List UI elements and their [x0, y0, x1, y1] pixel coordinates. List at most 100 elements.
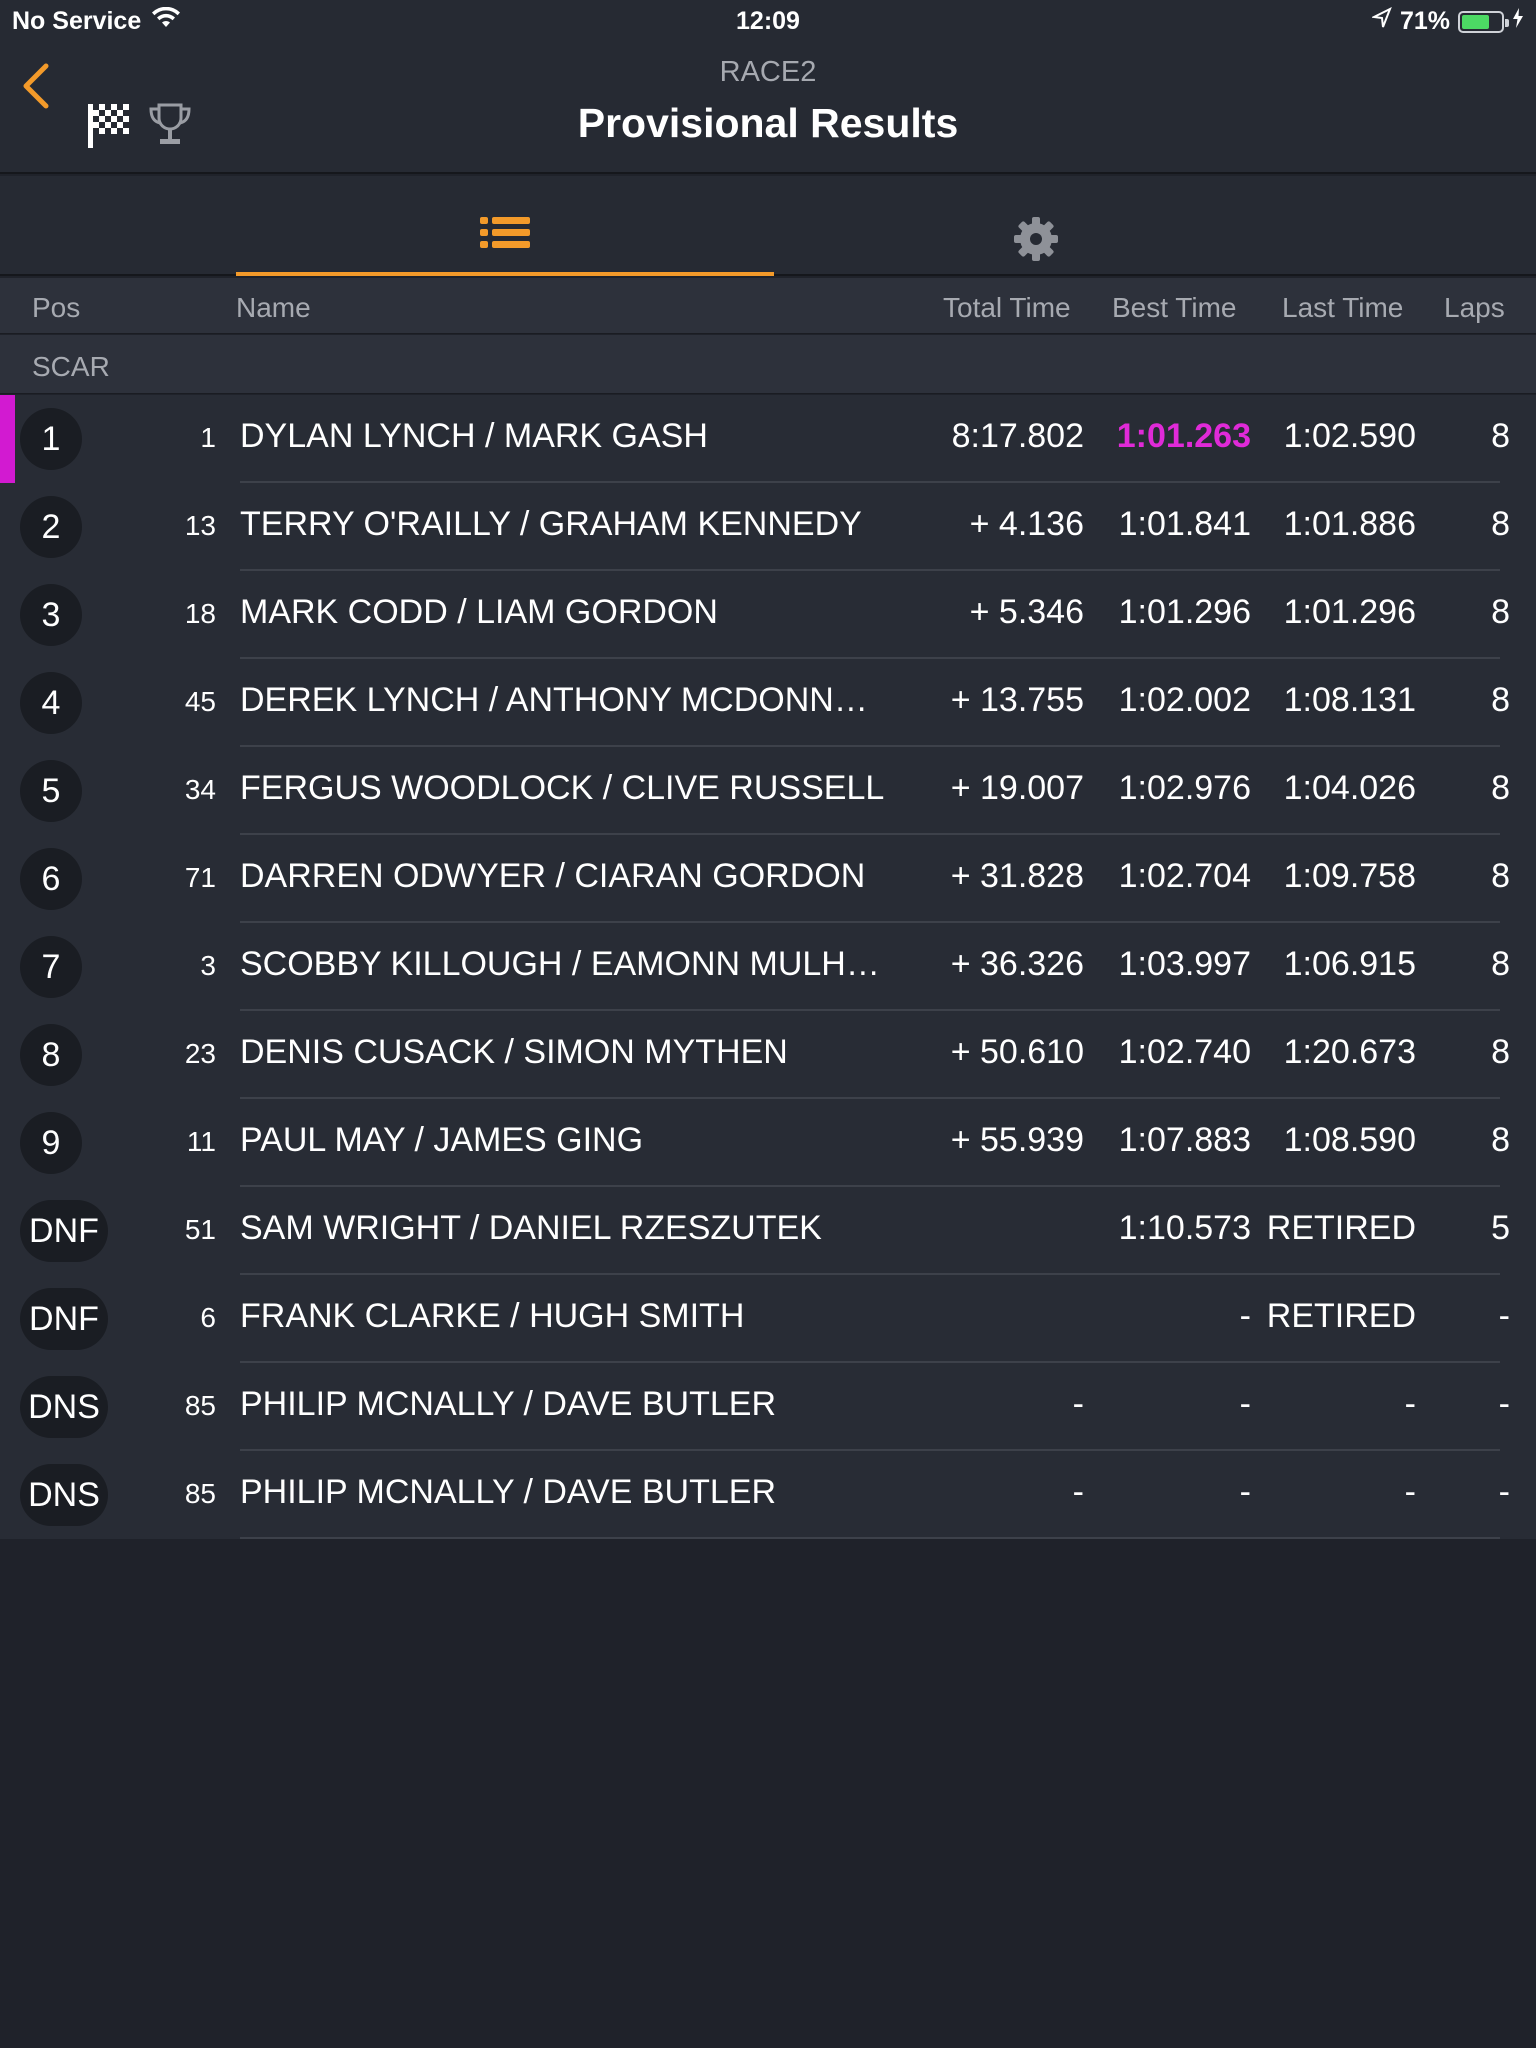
battery-icon [1458, 10, 1509, 33]
table-row[interactable]: DNS 85 PHILIP MCNALLY / DAVE BUTLER - - - - [0, 1363, 1536, 1451]
laps-count: 8 [1491, 593, 1510, 631]
row-divider [240, 1449, 1500, 1451]
driver-names: DARREN ODWYER / CIARAN GORDON [240, 857, 866, 895]
best-time: - [1239, 1473, 1251, 1511]
column-header-total-time[interactable]: Total Time [943, 292, 1071, 323]
position-badge: DNF [20, 1200, 108, 1262]
row-divider [240, 1185, 1500, 1187]
car-number: 3 [200, 950, 216, 981]
column-header-best-time[interactable]: Best Time [1112, 292, 1237, 323]
car-number: 34 [184, 774, 216, 805]
laps-count: 5 [1491, 1209, 1510, 1247]
driver-names: DYLAN LYNCH / MARK GASH [240, 417, 708, 455]
trophy-button[interactable] [148, 102, 192, 148]
laps-count: 8 [1491, 857, 1510, 895]
position-badge: DNF [20, 1288, 108, 1350]
tab-results-list[interactable] [236, 176, 774, 276]
table-row[interactable]: 1 1 DYLAN LYNCH / MARK GASH 8:17.802 1:01.26… [0, 395, 1536, 483]
column-header-last-time[interactable]: Last Time [1282, 292, 1404, 323]
total-time: + 13.755 [950, 681, 1084, 719]
table-row[interactable]: 7 3 SCOBBY KILLOUGH / EAMONN MULH… + 36.326… [0, 923, 1536, 1011]
driver-names: SCOBBY KILLOUGH / EAMONN MULH… [240, 945, 880, 983]
best-time: 1:02.976 [1118, 769, 1251, 807]
row-divider [240, 745, 1500, 747]
driver-names: FERGUS WOODLOCK / CLIVE RUSSELL [240, 769, 885, 807]
total-time: 8:17.802 [951, 417, 1084, 455]
tab-bar [0, 176, 1536, 276]
trophy-icon [149, 103, 191, 144]
status-bar: No Service 12:09 71% [0, 0, 1536, 42]
battery-tip [1505, 18, 1509, 27]
best-time: 1:01.841 [1118, 505, 1251, 543]
table-row[interactable]: 9 11 PAUL MAY / JAMES GING + 55.939 1:07.883… [0, 1099, 1536, 1187]
table-row[interactable]: 6 71 DARREN ODWYER / CIARAN GORDON + 31.828… [0, 835, 1536, 923]
class-group-header: SCAR [0, 335, 1536, 394]
last-time: RETIRED [1266, 1297, 1416, 1335]
table-row[interactable]: 2 13 TERRY O'RAILLY / GRAHAM KENNEDY + 4.13… [0, 483, 1536, 571]
empty-area [0, 1541, 1536, 2048]
driver-names: DENIS CUSACK / SIMON MYTHEN [240, 1033, 788, 1071]
column-header-name[interactable]: Name [236, 292, 311, 323]
last-time: - [1404, 1473, 1416, 1511]
table-row[interactable]: 8 23 DENIS CUSACK / SIMON MYTHEN + 50.610 1:… [0, 1011, 1536, 1099]
position-badge: 8 [20, 1024, 82, 1086]
row-divider [240, 1273, 1500, 1275]
back-button[interactable] [18, 60, 58, 120]
car-number: 51 [184, 1214, 216, 1245]
checkered-flag-button[interactable] [86, 100, 132, 150]
total-time: - [1072, 1385, 1084, 1423]
driver-names: TERRY O'RAILLY / GRAHAM KENNEDY [240, 505, 862, 543]
best-time: 1:03.997 [1118, 945, 1251, 983]
race-name: RACE2 [719, 56, 817, 88]
tab-settings[interactable] [774, 176, 1298, 276]
last-time: 1:09.758 [1283, 857, 1416, 895]
driver-names: SAM WRIGHT / DANIEL RZESZUTEK [240, 1209, 822, 1247]
total-time: + 19.007 [950, 769, 1084, 807]
table-row[interactable]: DNF 51 SAM WRIGHT / DANIEL RZESZUTEK 1:10.5… [0, 1187, 1536, 1275]
car-number: 71 [184, 862, 216, 893]
last-time: RETIRED [1266, 1209, 1416, 1247]
chevron-left-icon [23, 63, 49, 109]
position-badge: 9 [20, 1112, 82, 1174]
charging-bolt-icon [1512, 7, 1524, 36]
total-time: + 50.610 [950, 1033, 1084, 1071]
table-row[interactable]: 5 34 FERGUS WOODLOCK / CLIVE RUSSELL + 19.0… [0, 747, 1536, 835]
total-time: - [1072, 1473, 1084, 1511]
car-number: 18 [184, 598, 216, 629]
row-divider [240, 1361, 1500, 1363]
table-row[interactable]: DNS 85 PHILIP MCNALLY / DAVE BUTLER - - - - [0, 1451, 1536, 1539]
car-number: 13 [184, 510, 216, 541]
laps-count: 8 [1491, 681, 1510, 719]
total-time: + 55.939 [950, 1121, 1084, 1159]
laps-count: - [1498, 1385, 1510, 1423]
last-time: 1:01.296 [1283, 593, 1416, 631]
total-time: + 36.326 [950, 945, 1084, 983]
total-time: + 31.828 [950, 857, 1084, 895]
last-time: 1:20.673 [1283, 1033, 1416, 1071]
laps-count: 8 [1491, 417, 1510, 455]
driver-names: PHILIP MCNALLY / DAVE BUTLER [240, 1473, 776, 1511]
table-row[interactable]: DNF 6 FRANK CLARKE / HUGH SMITH - RETIRED - [0, 1275, 1536, 1363]
position-badge: DNS [20, 1376, 108, 1438]
car-number: 85 [184, 1390, 216, 1421]
last-time: 1:01.886 [1283, 505, 1416, 543]
status-right: 71% [1370, 6, 1524, 36]
table-row[interactable]: 3 18 MARK CODD / LIAM GORDON + 5.346 1:01.29… [0, 571, 1536, 659]
driver-names: PHILIP MCNALLY / DAVE BUTLER [240, 1385, 776, 1423]
table-row[interactable]: 4 45 DEREK LYNCH / ANTHONY MCDONN… + 13.755… [0, 659, 1536, 747]
column-headers: Pos Name Total Time Best Time Last Time … [0, 278, 1536, 334]
car-number: 85 [184, 1478, 216, 1509]
nav-header: RACE2 Provisional Results [0, 42, 1536, 174]
best-time: 1:01.296 [1118, 593, 1251, 631]
class-group-label: SCAR [32, 351, 110, 382]
battery-percent: 71% [1399, 7, 1450, 35]
row-divider [240, 1009, 1500, 1011]
column-header-laps[interactable]: Laps [1444, 292, 1505, 323]
car-number: 6 [200, 1302, 216, 1333]
column-header-pos[interactable]: Pos [32, 292, 81, 323]
car-number: 23 [184, 1038, 216, 1069]
carrier-label: No Service [12, 7, 142, 35]
last-time: 1:08.131 [1283, 681, 1416, 719]
row-divider [240, 1097, 1500, 1099]
